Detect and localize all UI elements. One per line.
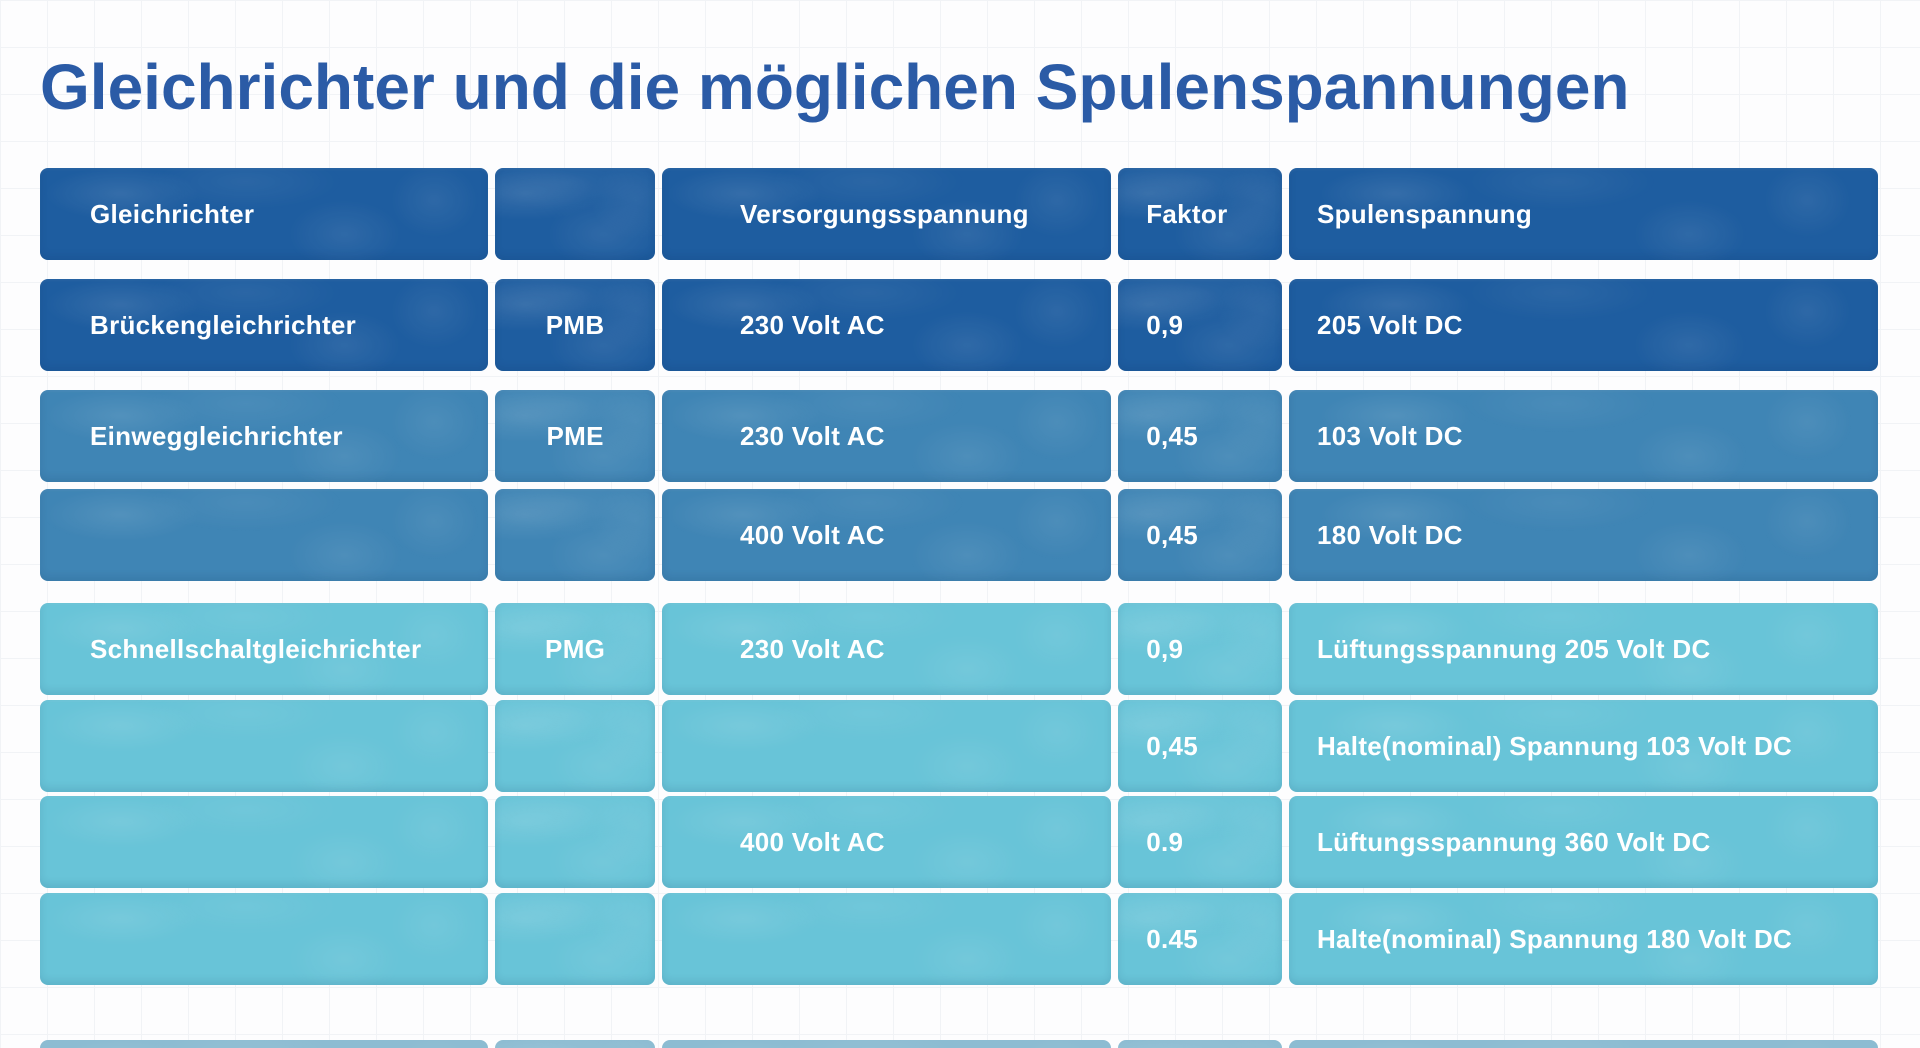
partial-cell xyxy=(1288,1040,1878,1048)
header-cell-spulenspannung: Spulenspannung xyxy=(1288,168,1878,260)
table-header-row: Gleichrichter Versorgungsspannung Faktor… xyxy=(40,168,1878,260)
cell-versorgungsspannung: 230 Volt AC xyxy=(661,603,1112,695)
cell-spulenspannung: 180 Volt DC xyxy=(1288,489,1878,581)
header-label: Versorgungsspannung xyxy=(739,198,1029,229)
header-label: Gleichrichter xyxy=(90,198,255,229)
cell-spulenspannung: Halte(nominal) Spannung 103 Volt DC xyxy=(1288,700,1878,792)
cell-faktor: 0,45 xyxy=(1118,489,1282,581)
cell-versorgungsspannung: 400 Volt AC xyxy=(661,489,1112,581)
table-row: 0,45 Halte(nominal) Spannung 103 Volt DC xyxy=(40,700,1878,792)
cell-abbr xyxy=(495,796,655,888)
cell-gleichrichter xyxy=(40,700,489,792)
cell-text: 0,9 xyxy=(1146,309,1184,340)
cell-text: 0,45 xyxy=(1146,420,1199,451)
header-label: Faktor xyxy=(1146,198,1228,229)
cell-gleichrichter: Schnellschaltgleichrichter xyxy=(40,603,489,695)
cell-spulenspannung: Lüftungsspannung 205 Volt DC xyxy=(1288,603,1878,695)
cell-text: Schnellschaltgleichrichter xyxy=(90,633,422,664)
table-body: Brückengleichrichter PMB 230 Volt AC 0,9… xyxy=(40,279,1878,985)
cell-gleichrichter xyxy=(40,893,489,985)
cell-text: 230 Volt AC xyxy=(739,309,885,340)
cell-text: 205 Volt DC xyxy=(1316,309,1463,340)
page-title: Gleichrichter und die möglichen Spulensp… xyxy=(40,51,1630,123)
cell-text: Lüftungsspannung 360 Volt DC xyxy=(1316,826,1711,857)
partial-cell xyxy=(40,1040,489,1048)
cell-text: Lüftungsspannung 205 Volt DC xyxy=(1316,633,1711,664)
table-row: 400 Volt AC 0.9 Lüftungsspannung 360 Vol… xyxy=(40,796,1878,888)
cell-spulenspannung: 205 Volt DC xyxy=(1288,279,1878,371)
cell-text: PMB xyxy=(545,309,605,340)
cell-faktor: 0,45 xyxy=(1118,700,1282,792)
cell-gleichrichter xyxy=(40,489,489,581)
cell-text: 103 Volt DC xyxy=(1316,420,1463,451)
cell-text: 0.45 xyxy=(1146,923,1199,954)
cell-faktor: 0.45 xyxy=(1118,893,1282,985)
cell-abbr xyxy=(495,489,655,581)
cell-spulenspannung: 103 Volt DC xyxy=(1288,390,1878,482)
cell-faktor: 0,9 xyxy=(1118,603,1282,695)
partial-cell xyxy=(495,1040,655,1048)
cell-faktor: 0.9 xyxy=(1118,796,1282,888)
partial-cell xyxy=(1118,1040,1282,1048)
header-cell-abbr xyxy=(495,168,655,260)
table-partial-row xyxy=(40,1040,1878,1048)
cell-gleichrichter xyxy=(40,796,489,888)
cell-abbr: PMB xyxy=(495,279,655,371)
header-label: Spulenspannung xyxy=(1316,198,1533,229)
cell-text: 400 Volt AC xyxy=(739,519,885,550)
cell-text: Brückengleichrichter xyxy=(90,309,357,340)
cell-text: 230 Volt AC xyxy=(739,420,885,451)
cell-text: 230 Volt AC xyxy=(739,633,885,664)
cell-abbr: PMG xyxy=(495,603,655,695)
cell-text: 0.9 xyxy=(1146,826,1184,857)
cell-text: PMG xyxy=(545,633,606,664)
cell-spulenspannung: Halte(nominal) Spannung 180 Volt DC xyxy=(1288,893,1878,985)
cell-text: 0,45 xyxy=(1146,519,1199,550)
cell-versorgungsspannung xyxy=(661,893,1112,985)
cell-text: Halte(nominal) Spannung 103 Volt DC xyxy=(1316,730,1793,761)
cell-abbr xyxy=(495,700,655,792)
cell-text: 400 Volt AC xyxy=(739,826,885,857)
cell-versorgungsspannung xyxy=(661,700,1112,792)
cell-faktor: 0,9 xyxy=(1118,279,1282,371)
cell-versorgungsspannung: 400 Volt AC xyxy=(661,796,1112,888)
table-row: 0.45 Halte(nominal) Spannung 180 Volt DC xyxy=(40,893,1878,985)
table-row: Einweggleichrichter PME 230 Volt AC 0,45… xyxy=(40,390,1878,482)
cell-faktor: 0,45 xyxy=(1118,390,1282,482)
cell-text: 180 Volt DC xyxy=(1316,519,1463,550)
cell-text: PME xyxy=(546,420,604,451)
cell-gleichrichter: Brückengleichrichter xyxy=(40,279,489,371)
cell-versorgungsspannung: 230 Volt AC xyxy=(661,279,1112,371)
table-row: Brückengleichrichter PMB 230 Volt AC 0,9… xyxy=(40,279,1878,371)
header-cell-gleichrichter: Gleichrichter xyxy=(40,168,489,260)
cell-abbr xyxy=(495,893,655,985)
cell-text: 0,45 xyxy=(1146,730,1199,761)
cell-gleichrichter: Einweggleichrichter xyxy=(40,390,489,482)
cell-versorgungsspannung: 230 Volt AC xyxy=(661,390,1112,482)
header-cell-versorgungsspannung: Versorgungsspannung xyxy=(661,168,1112,260)
header-cell-faktor: Faktor xyxy=(1118,168,1282,260)
cell-text: 0,9 xyxy=(1146,633,1184,664)
cell-abbr: PME xyxy=(495,390,655,482)
table-row: 400 Volt AC 0,45 180 Volt DC xyxy=(40,489,1878,581)
partial-cell xyxy=(661,1040,1112,1048)
cell-spulenspannung: Lüftungsspannung 360 Volt DC xyxy=(1288,796,1878,888)
table-row: Schnellschaltgleichrichter PMG 230 Volt … xyxy=(40,603,1878,695)
cell-text: Halte(nominal) Spannung 180 Volt DC xyxy=(1316,923,1793,954)
rectifier-voltage-table: Gleichrichter Versorgungsspannung Faktor… xyxy=(40,168,1878,1048)
cell-text: Einweggleichrichter xyxy=(90,420,343,451)
